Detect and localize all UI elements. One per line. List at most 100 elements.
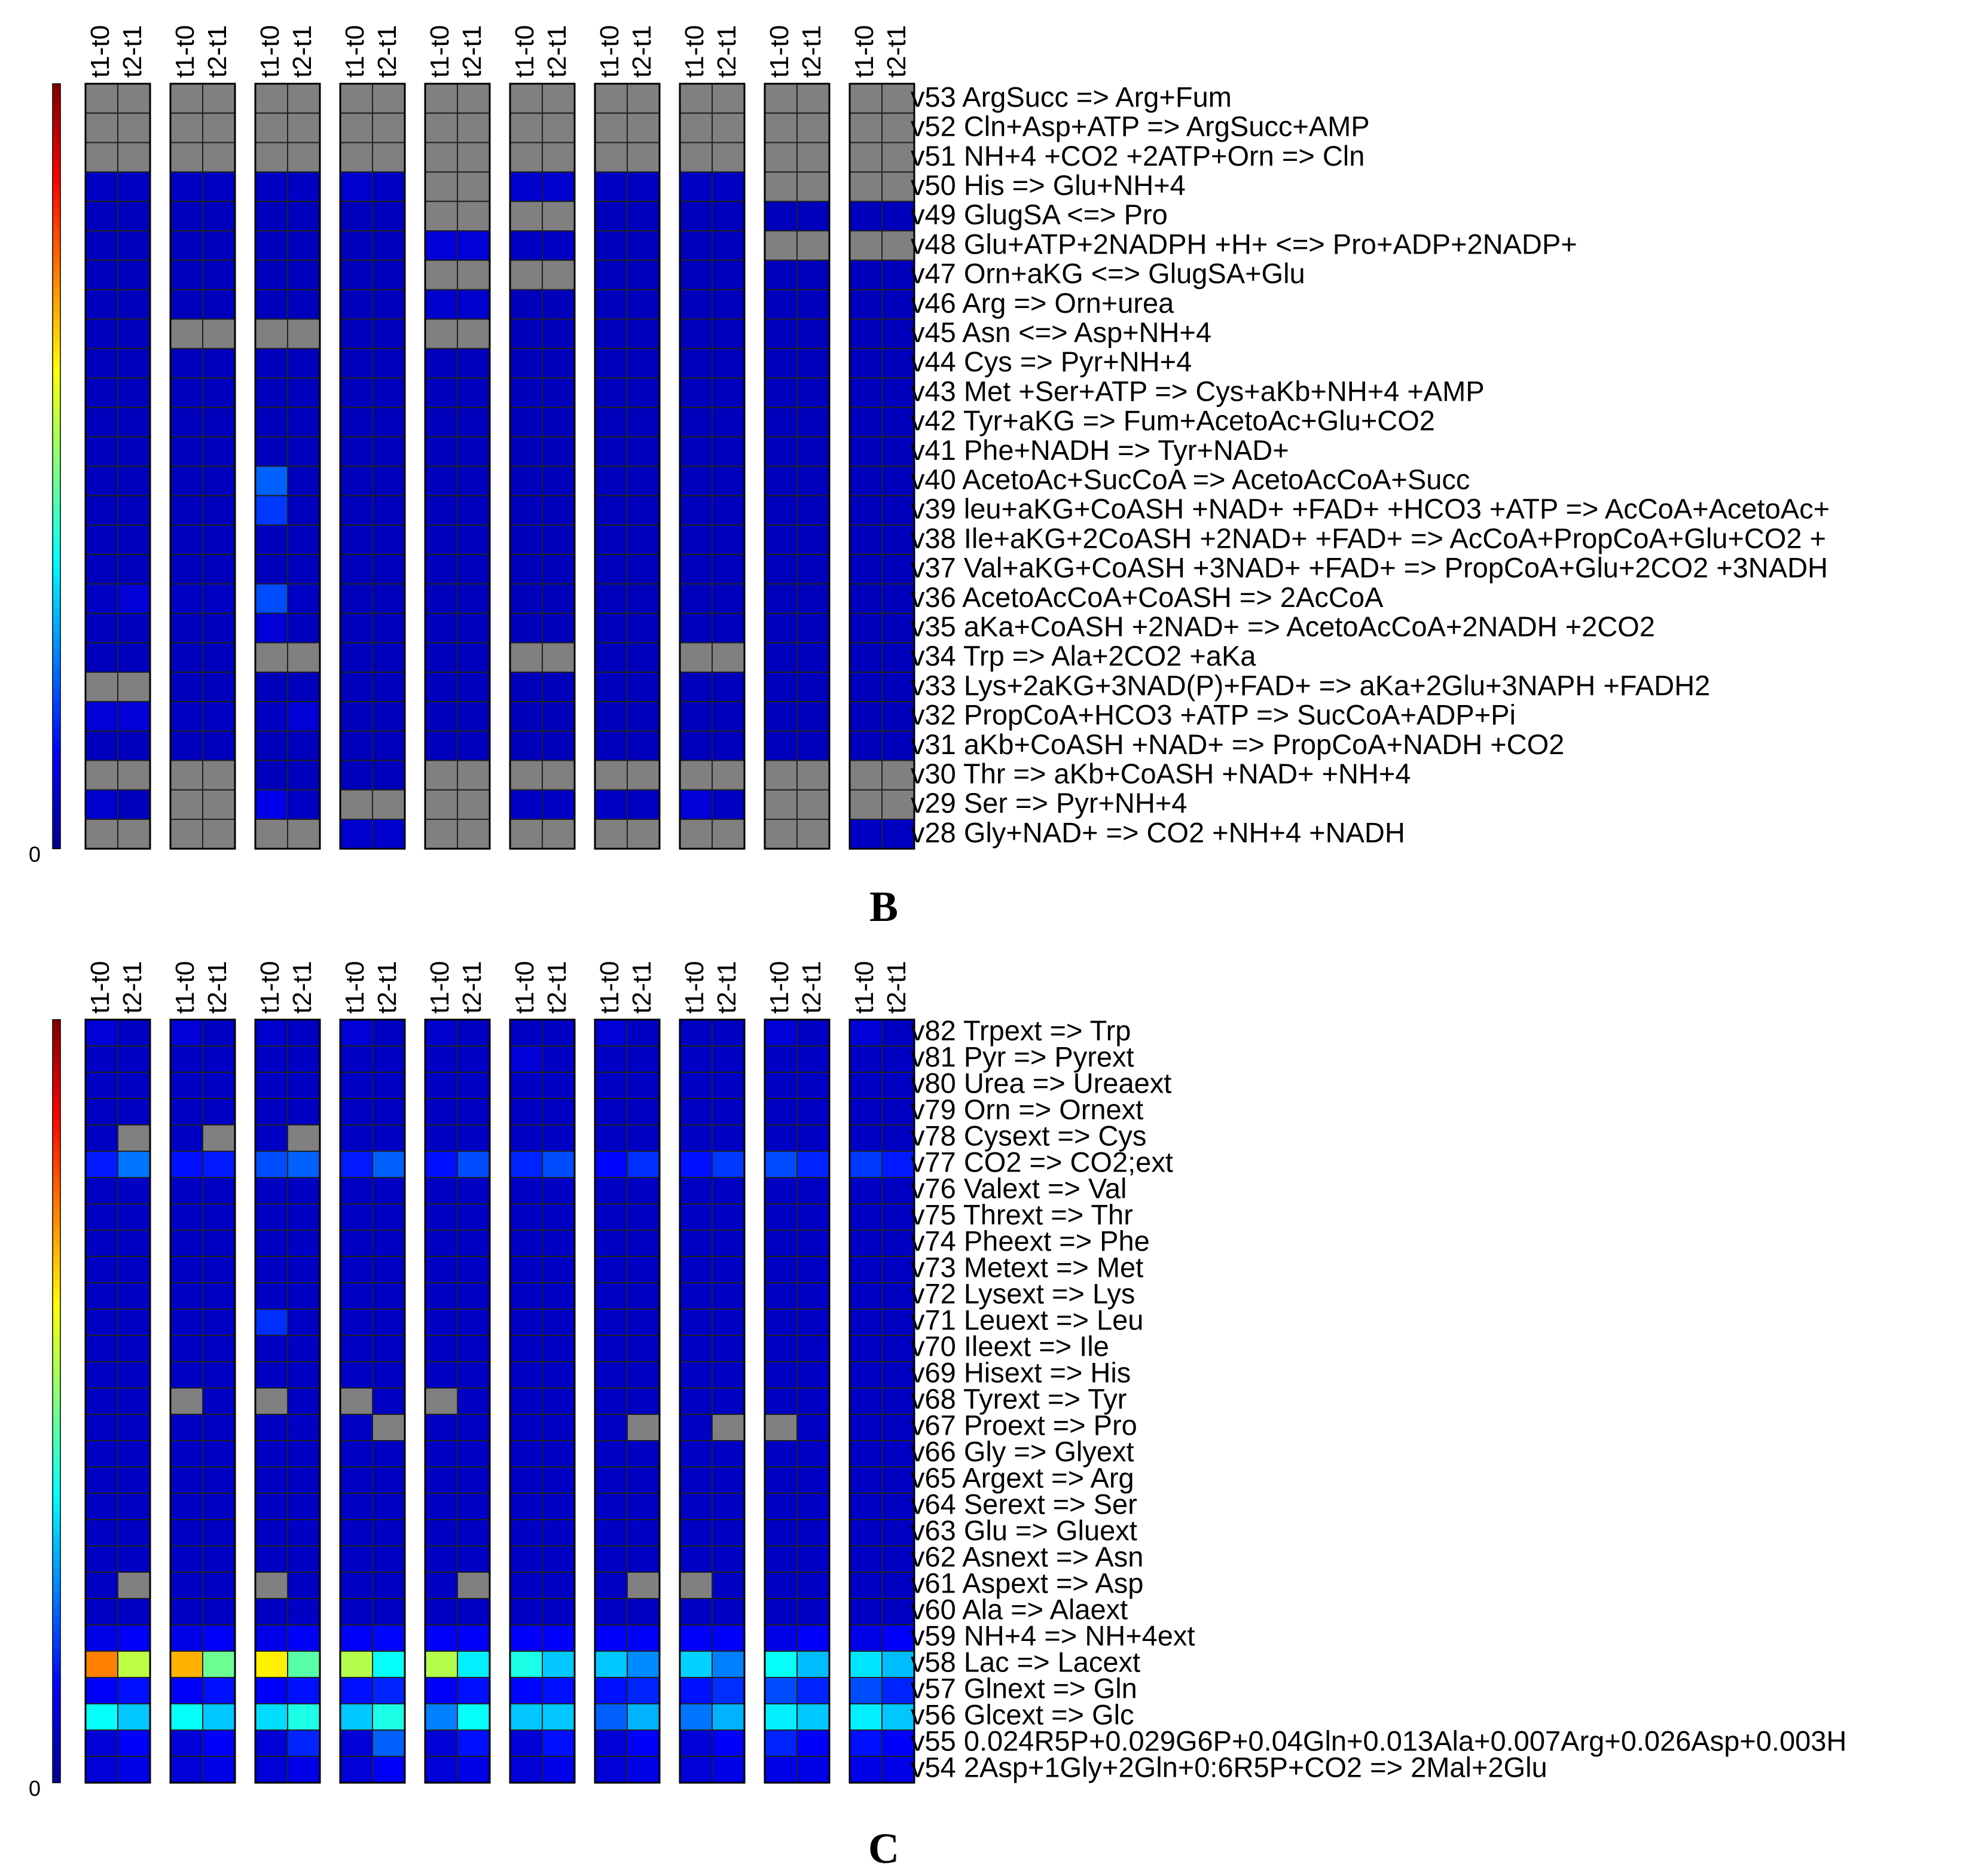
heatmap-cell[interactable] (85, 1230, 118, 1257)
heatmap-cell[interactable] (509, 1203, 543, 1231)
heatmap-cell[interactable] (594, 289, 628, 320)
heatmap-cell[interactable] (627, 642, 660, 673)
heatmap-cell[interactable] (202, 200, 236, 231)
heatmap-cell[interactable] (202, 347, 236, 379)
heatmap-cell[interactable] (457, 142, 490, 173)
heatmap-cell[interactable] (796, 1387, 830, 1415)
heatmap-cell[interactable] (764, 1624, 798, 1652)
heatmap-cell[interactable] (849, 1098, 883, 1125)
heatmap-cell[interactable] (796, 1335, 830, 1362)
heatmap-cell[interactable] (849, 83, 883, 114)
heatmap-cell[interactable] (85, 112, 118, 144)
heatmap-cell[interactable] (712, 1729, 745, 1757)
heatmap-cell[interactable] (679, 142, 713, 173)
heatmap-cell[interactable] (881, 1756, 915, 1783)
heatmap-cell[interactable] (457, 1572, 490, 1599)
heatmap-cell[interactable] (255, 1677, 288, 1704)
heatmap-cell[interactable] (202, 289, 236, 320)
heatmap-cell[interactable] (881, 554, 915, 585)
heatmap-cell[interactable] (542, 1308, 575, 1336)
heatmap-cell[interactable] (425, 1045, 458, 1073)
heatmap-cell[interactable] (594, 524, 628, 556)
heatmap-cell[interactable] (425, 759, 458, 791)
heatmap-cell[interactable] (849, 1203, 883, 1231)
heatmap-cell[interactable] (202, 407, 236, 438)
heatmap-cell[interactable] (594, 465, 628, 496)
heatmap-cell[interactable] (764, 759, 798, 791)
heatmap-cell[interactable] (255, 1624, 288, 1652)
heatmap-cell[interactable] (255, 1098, 288, 1125)
heatmap-cell[interactable] (542, 1572, 575, 1599)
heatmap-cell[interactable] (85, 701, 118, 732)
heatmap-cell[interactable] (594, 1124, 628, 1152)
heatmap-cell[interactable] (849, 318, 883, 349)
heatmap-cell[interactable] (255, 1124, 288, 1152)
heatmap-cell[interactable] (542, 1282, 575, 1310)
heatmap-cell[interactable] (594, 759, 628, 791)
heatmap-cell[interactable] (594, 1335, 628, 1362)
heatmap-cell[interactable] (627, 1493, 660, 1520)
heatmap-cell[interactable] (202, 1177, 236, 1204)
heatmap-cell[interactable] (340, 1756, 373, 1783)
heatmap-cell[interactable] (712, 1230, 745, 1257)
heatmap-cell[interactable] (849, 142, 883, 173)
heatmap-cell[interactable] (117, 1545, 151, 1573)
heatmap-cell[interactable] (85, 1598, 118, 1625)
heatmap-cell[interactable] (340, 1677, 373, 1704)
heatmap-cell[interactable] (372, 701, 405, 732)
heatmap-cell[interactable] (796, 1256, 830, 1283)
heatmap-cell[interactable] (796, 230, 830, 261)
heatmap-cell[interactable] (881, 1019, 915, 1047)
heatmap-cell[interactable] (85, 1098, 118, 1125)
heatmap-cell[interactable] (425, 1335, 458, 1362)
heatmap-cell[interactable] (117, 1572, 151, 1599)
heatmap-cell[interactable] (202, 1256, 236, 1283)
heatmap-cell[interactable] (340, 1230, 373, 1257)
heatmap-cell[interactable] (509, 318, 543, 349)
heatmap-cell[interactable] (627, 1703, 660, 1731)
heatmap-cell[interactable] (679, 1072, 713, 1099)
heatmap-cell[interactable] (117, 260, 151, 291)
heatmap-cell[interactable] (594, 1019, 628, 1047)
heatmap-cell[interactable] (627, 171, 660, 202)
heatmap-cell[interactable] (425, 200, 458, 231)
heatmap-cell[interactable] (85, 1203, 118, 1231)
heatmap-cell[interactable] (255, 1151, 288, 1178)
heatmap-cell[interactable] (85, 1466, 118, 1494)
heatmap-cell[interactable] (117, 407, 151, 438)
heatmap-cell[interactable] (627, 819, 660, 850)
heatmap-cell[interactable] (85, 465, 118, 496)
heatmap-cell[interactable] (764, 1756, 798, 1783)
heatmap-cell[interactable] (425, 230, 458, 261)
heatmap-cell[interactable] (627, 1045, 660, 1073)
heatmap-cell[interactable] (594, 1598, 628, 1625)
heatmap-cell[interactable] (712, 1045, 745, 1073)
heatmap-cell[interactable] (287, 1282, 320, 1310)
heatmap-cell[interactable] (85, 789, 118, 820)
heatmap-cell[interactable] (425, 583, 458, 614)
heatmap-cell[interactable] (170, 1519, 203, 1546)
heatmap-cell[interactable] (85, 318, 118, 349)
heatmap-cell[interactable] (425, 1072, 458, 1099)
heatmap-cell[interactable] (542, 1677, 575, 1704)
heatmap-cell[interactable] (764, 730, 798, 761)
heatmap-cell[interactable] (372, 407, 405, 438)
heatmap-cell[interactable] (627, 1756, 660, 1783)
heatmap-cell[interactable] (457, 759, 490, 791)
heatmap-cell[interactable] (509, 142, 543, 173)
heatmap-cell[interactable] (170, 1203, 203, 1231)
heatmap-cell[interactable] (679, 1203, 713, 1231)
heatmap-cell[interactable] (340, 1124, 373, 1152)
heatmap-cell[interactable] (202, 318, 236, 349)
heatmap-cell[interactable] (255, 1729, 288, 1757)
heatmap-cell[interactable] (679, 1098, 713, 1125)
heatmap-cell[interactable] (117, 1677, 151, 1704)
heatmap-cell[interactable] (542, 1203, 575, 1231)
heatmap-cell[interactable] (594, 1414, 628, 1441)
heatmap-cell[interactable] (594, 377, 628, 408)
heatmap-cell[interactable] (679, 612, 713, 643)
heatmap-cell[interactable] (764, 377, 798, 408)
heatmap-cell[interactable] (255, 1019, 288, 1047)
heatmap-cell[interactable] (425, 1466, 458, 1494)
heatmap-cell[interactable] (457, 612, 490, 643)
